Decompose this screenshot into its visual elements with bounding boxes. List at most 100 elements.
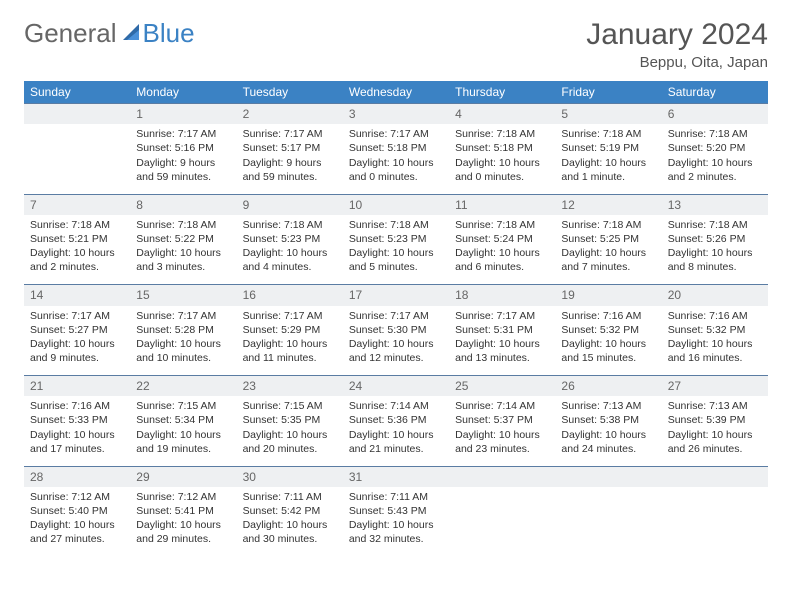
sunrise-text: Sunrise: 7:15 AM [243,399,337,413]
daylight-text: Daylight: 10 hours and 23 minutes. [455,428,549,456]
day-content-cell: Sunrise: 7:18 AMSunset: 5:18 PMDaylight:… [449,124,555,194]
sunset-text: Sunset: 5:18 PM [455,141,549,155]
day-content-cell: Sunrise: 7:18 AMSunset: 5:24 PMDaylight:… [449,215,555,285]
sunset-text: Sunset: 5:35 PM [243,413,337,427]
daylight-text: Daylight: 10 hours and 24 minutes. [561,428,655,456]
day-content-cell: Sunrise: 7:18 AMSunset: 5:21 PMDaylight:… [24,215,130,285]
day-number-cell: 19 [555,285,661,306]
logo: General Blue [24,18,195,49]
day-content-cell: Sunrise: 7:15 AMSunset: 5:35 PMDaylight:… [237,396,343,466]
sunrise-text: Sunrise: 7:13 AM [561,399,655,413]
daylight-text: Daylight: 10 hours and 6 minutes. [455,246,549,274]
sunrise-text: Sunrise: 7:18 AM [455,218,549,232]
title-block: January 2024 Beppu, Oita, Japan [586,18,768,71]
day-number-cell: 10 [343,194,449,215]
weekday-header: Sunday [24,81,130,104]
day-number-cell [449,466,555,487]
daylight-text: Daylight: 10 hours and 12 minutes. [349,337,443,365]
daylight-text: Daylight: 10 hours and 30 minutes. [243,518,337,546]
page-subtitle: Beppu, Oita, Japan [586,54,768,71]
sunset-text: Sunset: 5:42 PM [243,504,337,518]
daylight-text: Daylight: 10 hours and 20 minutes. [243,428,337,456]
sunrise-text: Sunrise: 7:18 AM [30,218,124,232]
daylight-text: Daylight: 10 hours and 7 minutes. [561,246,655,274]
day-number-cell: 22 [130,376,236,397]
day-content-row: Sunrise: 7:18 AMSunset: 5:21 PMDaylight:… [24,215,768,285]
day-content-cell: Sunrise: 7:13 AMSunset: 5:38 PMDaylight:… [555,396,661,466]
sunrise-text: Sunrise: 7:17 AM [243,309,337,323]
sunset-text: Sunset: 5:39 PM [668,413,762,427]
daylight-text: Daylight: 10 hours and 27 minutes. [30,518,124,546]
sunrise-text: Sunrise: 7:14 AM [455,399,549,413]
day-number-row: 21222324252627 [24,376,768,397]
sunrise-text: Sunrise: 7:17 AM [243,127,337,141]
sunset-text: Sunset: 5:32 PM [668,323,762,337]
day-content-cell: Sunrise: 7:17 AMSunset: 5:18 PMDaylight:… [343,124,449,194]
daylight-text: Daylight: 10 hours and 16 minutes. [668,337,762,365]
sunset-text: Sunset: 5:25 PM [561,232,655,246]
day-number-row: 14151617181920 [24,285,768,306]
day-number-row: 78910111213 [24,194,768,215]
sunrise-text: Sunrise: 7:18 AM [561,218,655,232]
day-number-cell: 27 [662,376,768,397]
sunrise-text: Sunrise: 7:12 AM [136,490,230,504]
sunrise-text: Sunrise: 7:18 AM [668,127,762,141]
day-number-cell: 2 [237,104,343,125]
daylight-text: Daylight: 10 hours and 29 minutes. [136,518,230,546]
sunrise-text: Sunrise: 7:16 AM [668,309,762,323]
weekday-header: Saturday [662,81,768,104]
day-number-cell: 11 [449,194,555,215]
sunset-text: Sunset: 5:24 PM [455,232,549,246]
day-number-cell: 31 [343,466,449,487]
daylight-text: Daylight: 10 hours and 21 minutes. [349,428,443,456]
sunrise-text: Sunrise: 7:16 AM [561,309,655,323]
day-content-cell: Sunrise: 7:17 AMSunset: 5:31 PMDaylight:… [449,306,555,376]
day-number-cell: 7 [24,194,130,215]
weekday-header: Monday [130,81,236,104]
day-content-cell [24,124,130,194]
sunset-text: Sunset: 5:18 PM [349,141,443,155]
daylight-text: Daylight: 10 hours and 26 minutes. [668,428,762,456]
day-number-cell [662,466,768,487]
day-number-cell: 8 [130,194,236,215]
sunrise-text: Sunrise: 7:14 AM [349,399,443,413]
sunset-text: Sunset: 5:23 PM [349,232,443,246]
day-number-cell: 13 [662,194,768,215]
day-number-row: 28293031 [24,466,768,487]
day-number-cell: 21 [24,376,130,397]
day-number-cell: 9 [237,194,343,215]
day-content-cell: Sunrise: 7:18 AMSunset: 5:19 PMDaylight:… [555,124,661,194]
day-content-cell: Sunrise: 7:16 AMSunset: 5:32 PMDaylight:… [662,306,768,376]
daylight-text: Daylight: 10 hours and 4 minutes. [243,246,337,274]
sunset-text: Sunset: 5:16 PM [136,141,230,155]
day-content-cell: Sunrise: 7:12 AMSunset: 5:41 PMDaylight:… [130,487,236,557]
sunset-text: Sunset: 5:37 PM [455,413,549,427]
sunset-text: Sunset: 5:17 PM [243,141,337,155]
day-content-cell [555,487,661,557]
sunrise-text: Sunrise: 7:17 AM [136,127,230,141]
day-content-cell: Sunrise: 7:18 AMSunset: 5:25 PMDaylight:… [555,215,661,285]
daylight-text: Daylight: 10 hours and 0 minutes. [455,156,549,184]
day-content-cell: Sunrise: 7:13 AMSunset: 5:39 PMDaylight:… [662,396,768,466]
daylight-text: Daylight: 9 hours and 59 minutes. [136,156,230,184]
daylight-text: Daylight: 10 hours and 2 minutes. [668,156,762,184]
page-title: January 2024 [586,18,768,52]
day-content-cell: Sunrise: 7:12 AMSunset: 5:40 PMDaylight:… [24,487,130,557]
weekday-header-row: Sunday Monday Tuesday Wednesday Thursday… [24,81,768,104]
day-number-cell [555,466,661,487]
day-number-cell: 1 [130,104,236,125]
day-content-row: Sunrise: 7:16 AMSunset: 5:33 PMDaylight:… [24,396,768,466]
day-content-cell [662,487,768,557]
day-content-cell: Sunrise: 7:18 AMSunset: 5:23 PMDaylight:… [343,215,449,285]
sunset-text: Sunset: 5:28 PM [136,323,230,337]
daylight-text: Daylight: 10 hours and 11 minutes. [243,337,337,365]
day-number-row: 123456 [24,104,768,125]
calendar-table: Sunday Monday Tuesday Wednesday Thursday… [24,81,768,557]
daylight-text: Daylight: 10 hours and 10 minutes. [136,337,230,365]
day-number-cell: 26 [555,376,661,397]
daylight-text: Daylight: 10 hours and 9 minutes. [30,337,124,365]
sunset-text: Sunset: 5:26 PM [668,232,762,246]
day-content-cell: Sunrise: 7:17 AMSunset: 5:30 PMDaylight:… [343,306,449,376]
day-number-cell: 14 [24,285,130,306]
sunrise-text: Sunrise: 7:18 AM [349,218,443,232]
